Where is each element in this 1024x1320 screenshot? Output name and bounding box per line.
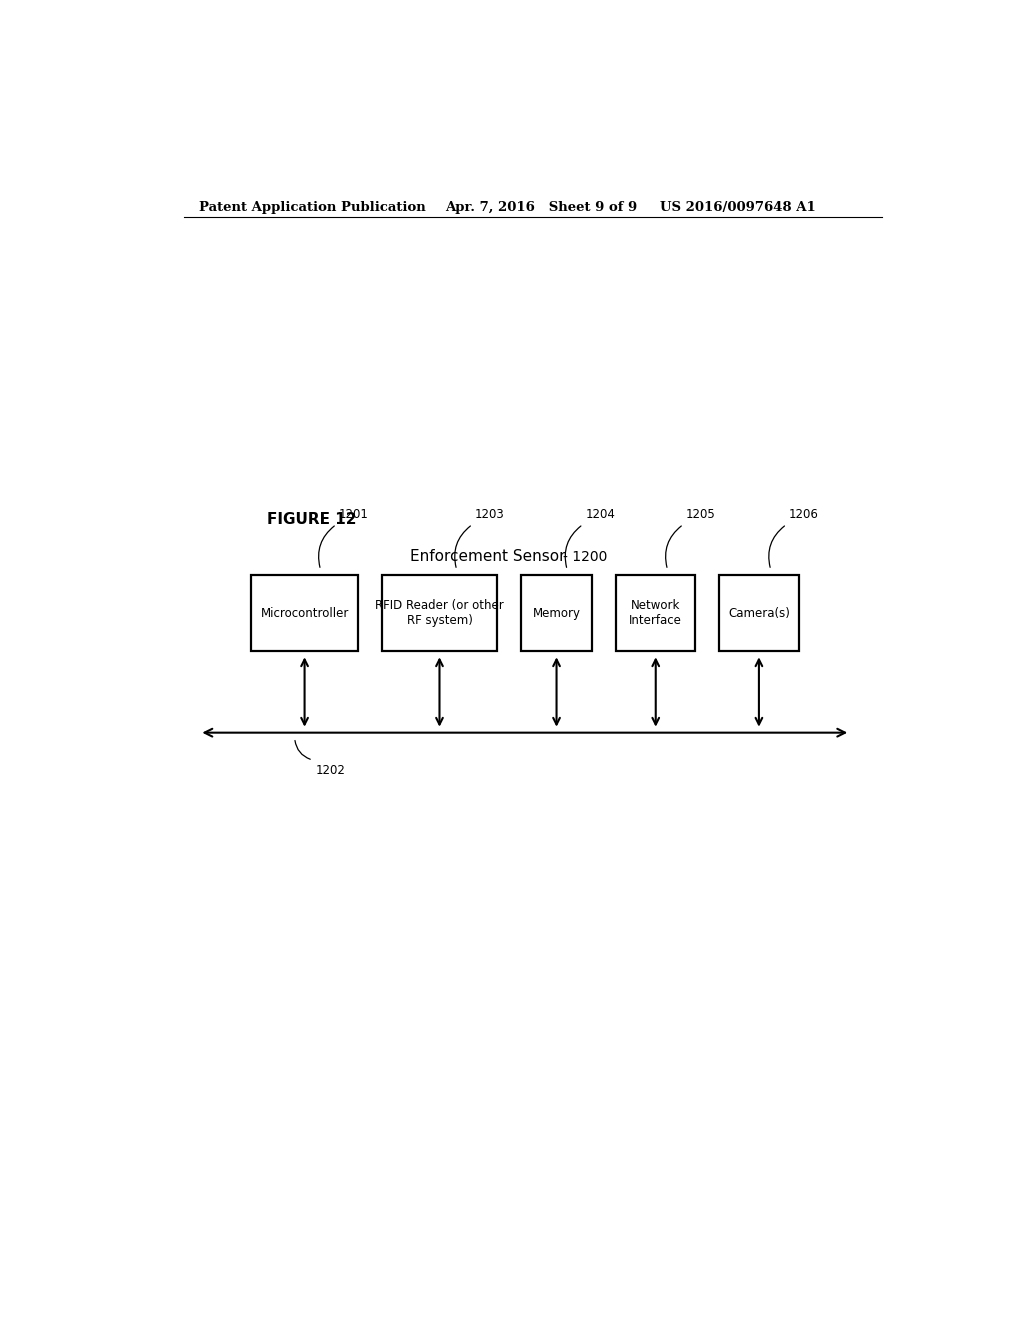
Bar [616, 576, 695, 651]
Bar [382, 576, 497, 651]
Bar [521, 576, 592, 651]
Text: 1205: 1205 [686, 508, 716, 521]
Bar [719, 576, 799, 651]
Text: Network
Interface: Network Interface [630, 599, 682, 627]
Text: - 1200: - 1200 [563, 550, 607, 564]
Text: 1202: 1202 [316, 764, 346, 776]
Text: Memory: Memory [532, 607, 581, 619]
Text: 1204: 1204 [586, 508, 615, 521]
Text: Microcontroller: Microcontroller [260, 607, 349, 619]
Text: Enforcement Sensor: Enforcement Sensor [410, 549, 565, 565]
Text: US 2016/0097648 A1: US 2016/0097648 A1 [659, 201, 815, 214]
Text: 1206: 1206 [790, 508, 819, 521]
Text: RFID Reader (or other
RF system): RFID Reader (or other RF system) [375, 599, 504, 627]
Text: 1201: 1201 [339, 508, 369, 521]
Text: Patent Application Publication: Patent Application Publication [200, 201, 426, 214]
Text: 1203: 1203 [475, 508, 505, 521]
Text: Camera(s): Camera(s) [728, 607, 790, 619]
Text: FIGURE 12: FIGURE 12 [267, 512, 356, 527]
Bar [251, 576, 358, 651]
Text: Apr. 7, 2016   Sheet 9 of 9: Apr. 7, 2016 Sheet 9 of 9 [445, 201, 638, 214]
